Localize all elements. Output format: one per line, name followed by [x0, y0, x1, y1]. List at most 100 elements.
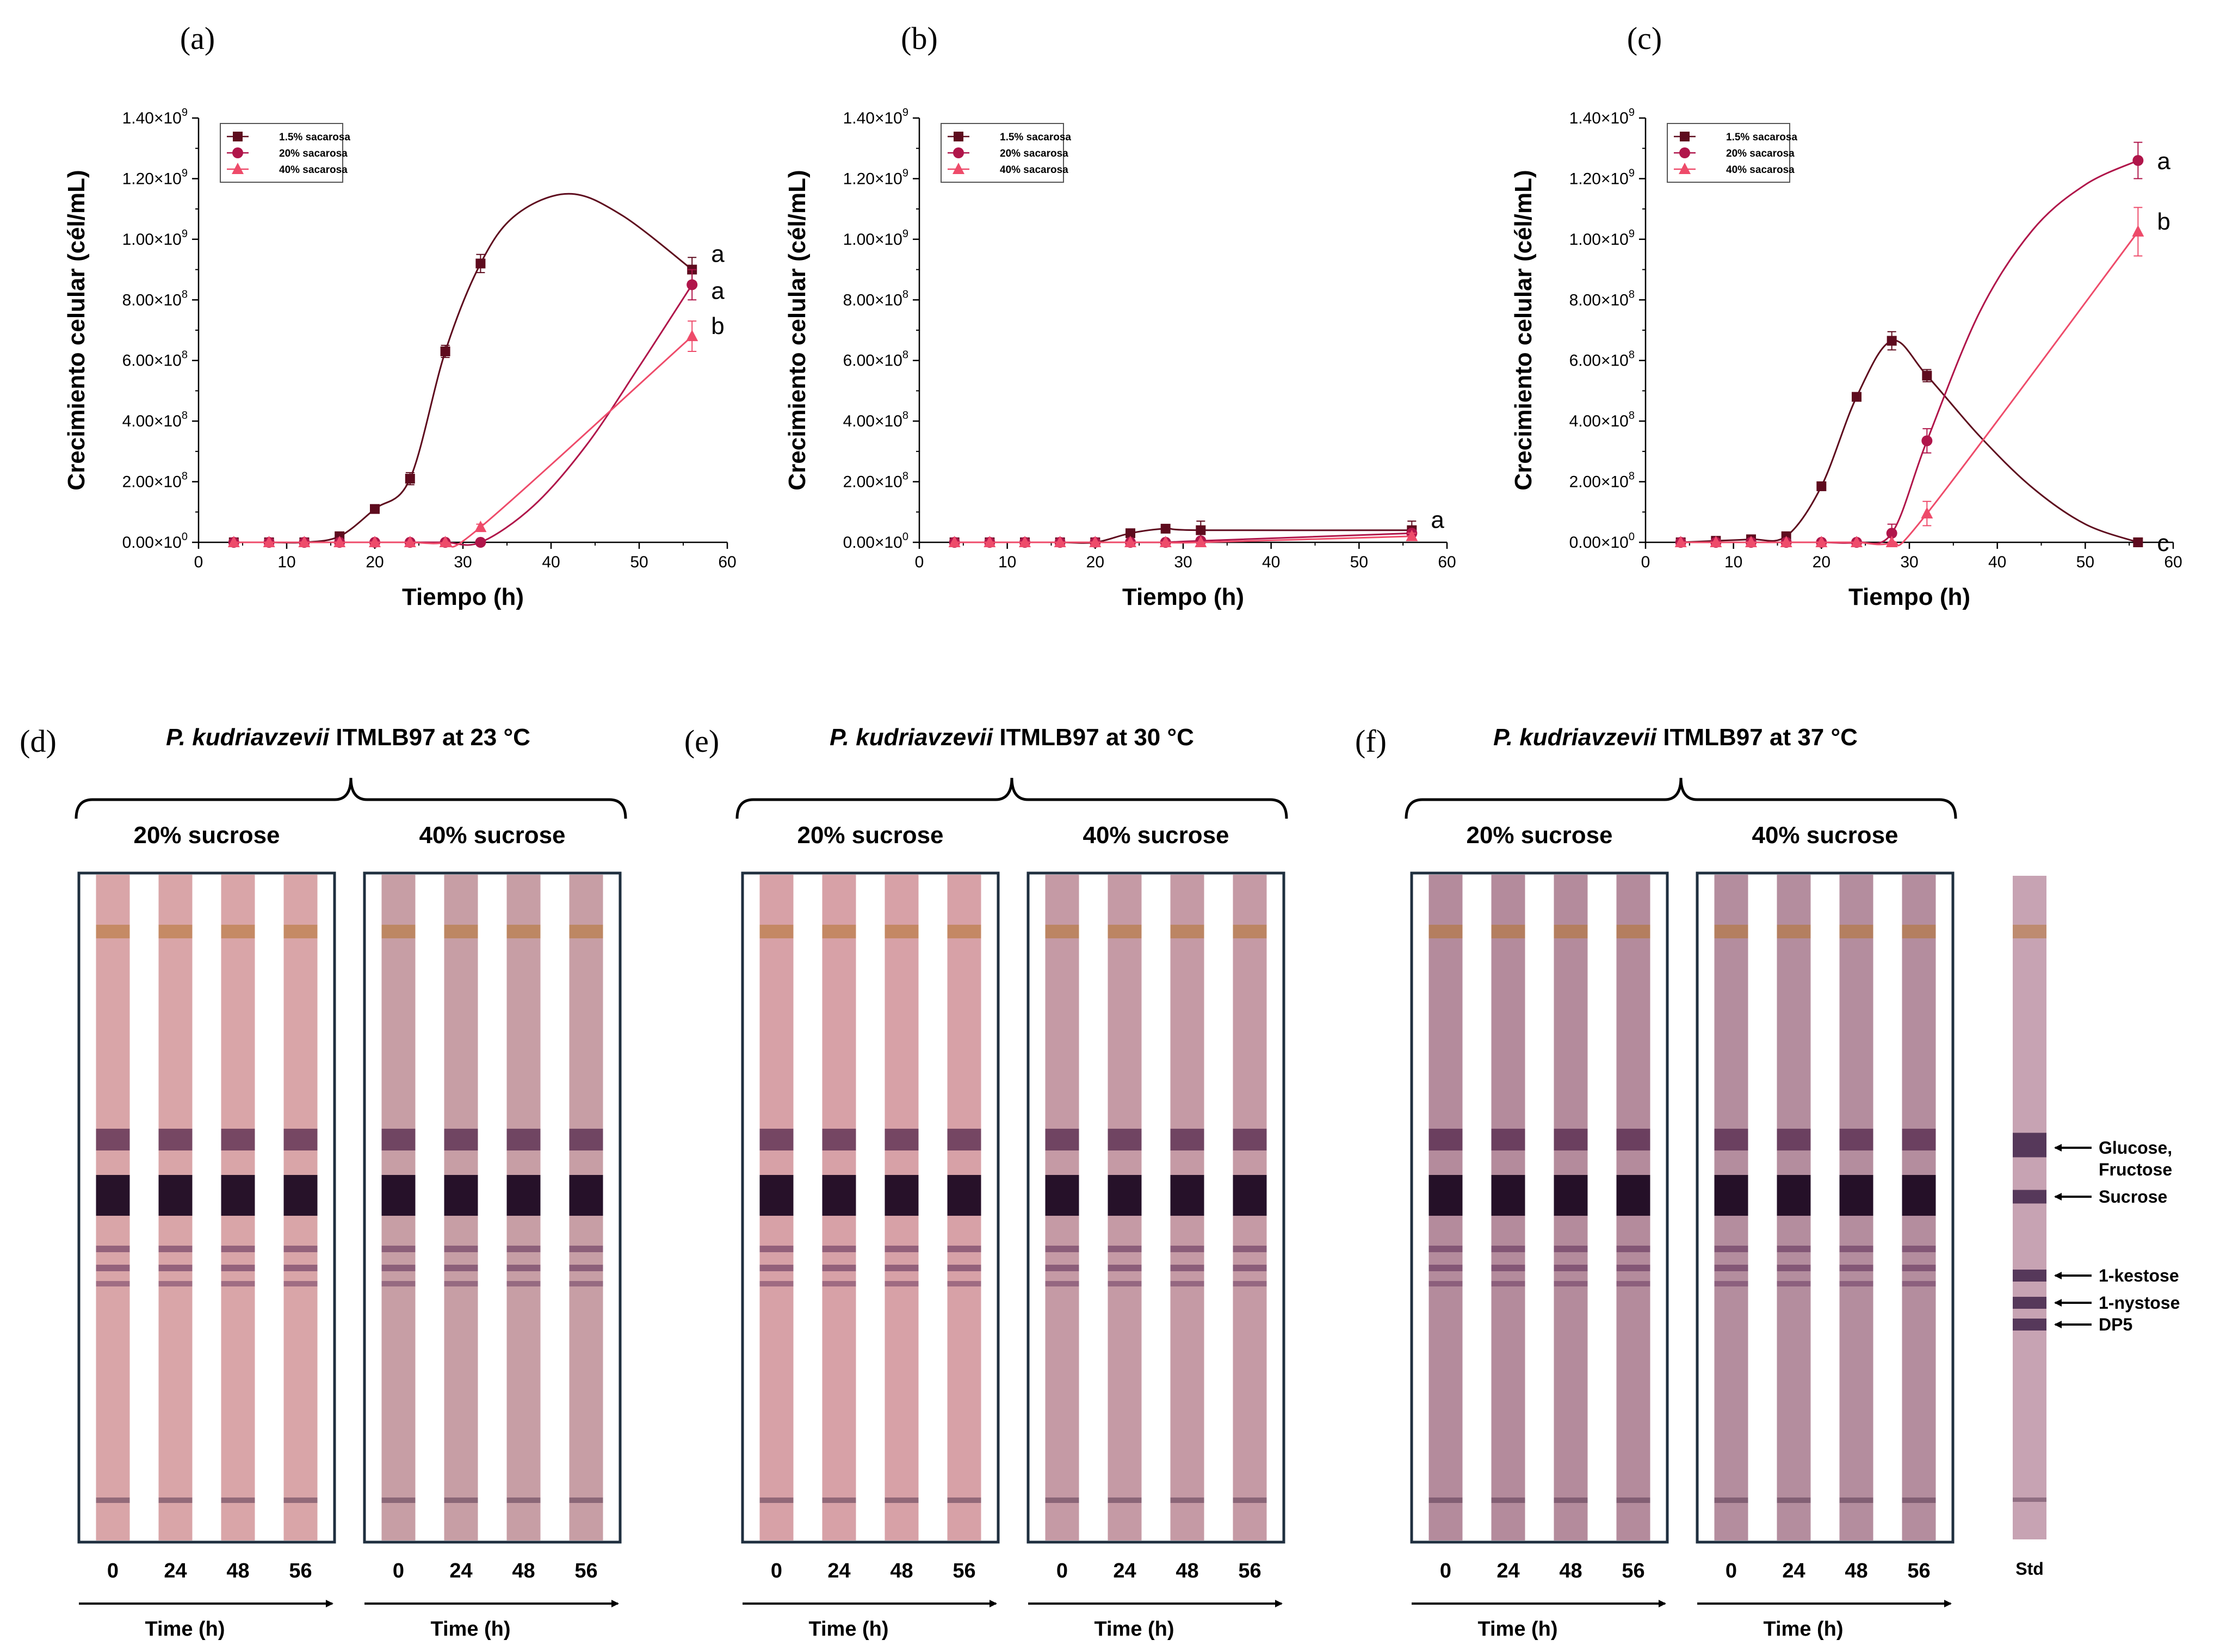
legend-marker [232, 163, 244, 174]
data-point [1160, 523, 1171, 534]
legend-marker [232, 147, 243, 158]
lane-band [1108, 1129, 1142, 1150]
lane [444, 875, 478, 1540]
data-point [1125, 528, 1135, 539]
panel-label: (c) [1627, 21, 1662, 56]
series-2 [1674, 207, 2144, 547]
panel-label: (d) [20, 723, 57, 759]
lane-band [158, 1175, 193, 1216]
series-line [1680, 231, 2139, 547]
time-axis-label: Time (h) [430, 1618, 510, 1641]
data-point [1851, 536, 1863, 547]
lane-band [1491, 1498, 1525, 1503]
lane-band [759, 1246, 794, 1252]
organism-name: P. kudriavzevii [830, 724, 993, 751]
time-axis-label: Time (h) [1477, 1618, 1557, 1641]
lane-band [1108, 1281, 1142, 1286]
data-point [1921, 435, 1933, 447]
lane-band [1839, 925, 1873, 938]
y-tick-exponent: 8 [182, 471, 188, 482]
lane-band [1491, 1281, 1525, 1286]
lane-band [1839, 1281, 1873, 1286]
lane-band [1491, 1175, 1525, 1216]
series-line [1680, 339, 2138, 543]
data-point [370, 504, 380, 514]
band-label: Sucrose [2099, 1187, 2167, 1206]
significance-letter: b [711, 313, 724, 339]
y-tick-label: 8.00×108 [843, 288, 908, 309]
data-point [1887, 336, 1897, 346]
data-point [1745, 536, 1757, 547]
lane-band [1170, 1175, 1204, 1216]
y-tick-label: 8.00×108 [122, 288, 188, 309]
data-point [474, 521, 487, 533]
y-tick-label: 6.00×108 [122, 349, 188, 370]
data-point [686, 330, 698, 342]
data-point [2132, 225, 2144, 237]
y-tick-label: 0.00×100 [122, 531, 188, 552]
std-label: Std [2015, 1559, 2044, 1579]
lane-band [1777, 1129, 1811, 1150]
lane-band [1233, 1281, 1267, 1286]
y-tick-exponent: 8 [1629, 288, 1635, 300]
lane-band [96, 1175, 130, 1216]
y-tick-mantissa: 8.00×10 [122, 291, 182, 309]
y-tick-exponent: 8 [902, 349, 908, 361]
lane-band [885, 1246, 919, 1252]
lane-band [1714, 1265, 1748, 1271]
growth-chart-c: (c)0 10 20 30 40 50 600.00×1002.00×1084.00×108… [1510, 21, 2182, 610]
data-point [405, 474, 415, 484]
growth-chart-b: (b)0 10 20 30 40 50 600.00×1002.00×1084.00×108… [784, 21, 1456, 610]
organism-name: P. kudriavzevii [166, 724, 330, 751]
lane-band [569, 1246, 603, 1252]
lane-band [96, 1498, 130, 1503]
lane-band [1616, 925, 1650, 938]
lane-band [1554, 1246, 1588, 1252]
band-label: 1-kestose [2099, 1266, 2179, 1285]
lane-time-label: 24 [449, 1560, 472, 1582]
legend-marker [233, 132, 243, 141]
lane-band [1777, 1265, 1811, 1271]
lane [1170, 875, 1204, 1540]
x-tick-label: 50 [1350, 553, 1368, 571]
lane-band [1428, 1175, 1463, 1216]
x-tick-label: 50 [630, 553, 648, 571]
lane-band [569, 1498, 603, 1503]
std-origin [2013, 1498, 2046, 1502]
y-tick-mantissa: 2.00×10 [1569, 473, 1629, 491]
y-tick-label: 2.00×108 [1569, 471, 1635, 491]
data-point [1124, 536, 1136, 547]
lane-band [1714, 925, 1748, 938]
lane-band [885, 1498, 919, 1503]
lane-time-label: 56 [574, 1560, 597, 1582]
lane-band [158, 1498, 193, 1503]
lane-band [1170, 1246, 1204, 1252]
lane-band [885, 1175, 919, 1216]
group-label: 40% sucrose [1752, 822, 1898, 849]
lane-time-label: 0 [107, 1560, 119, 1582]
y-tick-label: 8.00×108 [1569, 288, 1635, 309]
significance-letter: a [1431, 507, 1444, 534]
x-tick-label: 20 [1813, 553, 1830, 571]
lane-band [1902, 1281, 1936, 1286]
growth-charts: (a)0 10 20 30 40 50 600.00×1002.00×1084.00×108… [63, 21, 2182, 610]
data-point [1710, 536, 1722, 547]
lane-band [1108, 1175, 1142, 1216]
lane-band [444, 1246, 478, 1252]
x-tick-label: 40 [542, 553, 560, 571]
y-tick-exponent: 0 [902, 531, 908, 543]
lane-band [1616, 1129, 1650, 1150]
lane-time-label: 0 [393, 1560, 404, 1582]
series-2 [948, 529, 1418, 547]
data-point [1674, 536, 1687, 547]
x-axis-title: Tiempo (h) [1848, 584, 1970, 610]
data-point [440, 347, 450, 356]
y-tick-mantissa: 1.40×10 [843, 109, 902, 127]
data-point [298, 536, 311, 547]
y-tick-exponent: 9 [1629, 167, 1635, 179]
lane-band [221, 1498, 255, 1503]
lane-time-label: 48 [1845, 1560, 1867, 1582]
lane [1491, 875, 1525, 1540]
lane-band [1902, 1129, 1936, 1150]
y-tick-mantissa: 8.00×10 [843, 291, 902, 309]
